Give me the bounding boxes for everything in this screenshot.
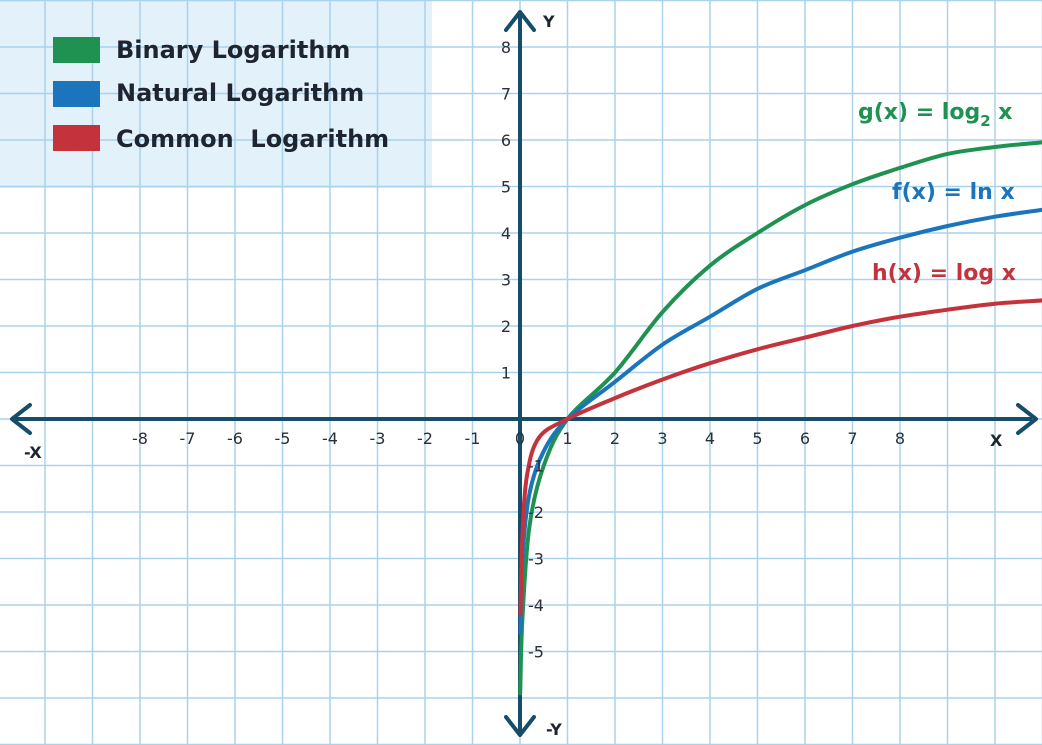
y-tick-label: 8 (501, 38, 511, 57)
y-tick-label: -2 (528, 503, 544, 522)
tick-labels: -8 -7 -6 -5 -4 -3 -2 -1 0 1 2 3 4 5 6 7 887654321-1-2-3-… (132, 38, 905, 662)
x-tick-label: -5 (275, 429, 291, 448)
x-tick-label: -3 (370, 429, 386, 448)
x-tick-label: -2 (417, 429, 433, 448)
y-axis-arrow-down (504, 715, 536, 737)
y-tick-label: 7 (501, 85, 511, 104)
x-tick-label: 3 (657, 429, 667, 448)
curve-series-1 (518, 207, 1042, 635)
y-tick-label: 5 (501, 178, 511, 197)
x-tick-label: 7 (847, 429, 857, 448)
y-pos-label: Y (542, 12, 555, 31)
x-tick-label: 2 (610, 429, 620, 448)
x-tick-label: -1 (465, 429, 481, 448)
y-tick-label: -1 (528, 457, 544, 476)
curves (518, 140, 1042, 696)
label-binary-log: g(x) = log2 x (858, 100, 1013, 130)
y-neg-label: -Y (546, 720, 562, 739)
x-tick-label: 1 (562, 429, 572, 448)
x-axis-arrow-right (1016, 403, 1038, 435)
y-tick-label: 4 (501, 224, 511, 243)
x-tick-label: 8 (895, 429, 905, 448)
x-tick-label: -6 (227, 429, 243, 448)
label-binary-log-main: g(x) = log (858, 100, 980, 125)
x-neg-label: -X (24, 443, 42, 462)
axis-names: X -X Y -Y (24, 12, 1003, 739)
y-tick-label: -4 (528, 596, 544, 615)
curve-series-2 (518, 298, 1042, 617)
legend-label-common: Common Logarithm (116, 125, 389, 153)
y-axis-arrow-up (504, 10, 536, 32)
label-natural-log: f(x) = ln x (892, 180, 1015, 205)
x-tick-label: 0 (515, 429, 525, 448)
x-tick-label: -4 (322, 429, 338, 448)
x-axis-arrow-left (10, 403, 32, 435)
x-tick-label: 6 (800, 429, 810, 448)
x-tick-label: -8 (132, 429, 148, 448)
y-tick-label: 1 (501, 364, 511, 383)
label-binary-log-tail: x (991, 100, 1013, 125)
y-tick-label: -5 (528, 643, 544, 662)
y-tick-label: -3 (528, 550, 544, 569)
legend-swatch-binary (53, 37, 100, 63)
y-tick-label: 2 (501, 317, 511, 336)
label-common-log: h(x) = log x (872, 261, 1016, 286)
curve-series-0 (518, 140, 1042, 696)
legend-label-natural: Natural Logarithm (116, 79, 364, 107)
x-tick-label: 5 (752, 429, 762, 448)
y-tick-label: 6 (501, 131, 511, 150)
x-pos-label: X (990, 431, 1003, 450)
legend-swatch-natural (53, 81, 100, 107)
function-labels: g(x) = log2 x f(x) = ln x h(x) = log x (858, 100, 1016, 286)
label-binary-log-sub: 2 (980, 112, 990, 130)
x-tick-label: -7 (180, 429, 196, 448)
x-tick-label: 4 (705, 429, 715, 448)
legend-swatch-common (53, 125, 100, 151)
y-tick-label: 3 (501, 271, 511, 290)
legend-label-binary: Binary Logarithm (116, 36, 350, 64)
legend: Binary Logarithm Natural Logarithm Commo… (53, 36, 389, 153)
